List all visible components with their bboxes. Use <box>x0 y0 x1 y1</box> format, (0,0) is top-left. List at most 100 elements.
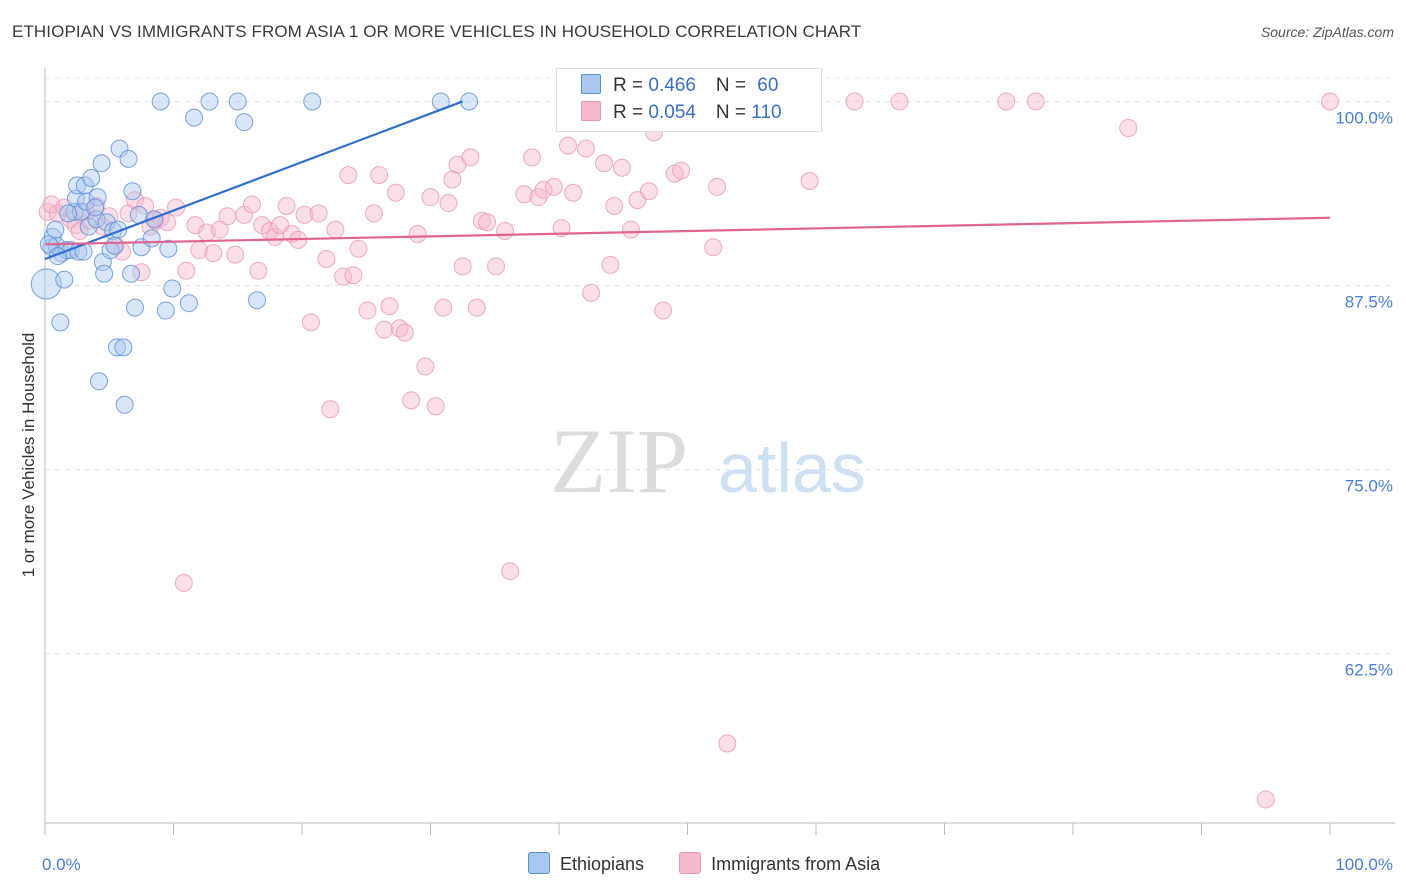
point-immigrants-from-asia <box>467 298 486 317</box>
point-immigrants-from-asia <box>426 397 445 416</box>
point-immigrants-from-asia <box>621 220 640 239</box>
correlation-legend: R = 0.466 N = 60 R = 0.054 N = 110 <box>556 68 822 132</box>
point-ethiopians <box>46 220 65 239</box>
point-immigrants-from-asia <box>321 400 340 419</box>
point-immigrants-from-asia <box>552 219 571 238</box>
point-immigrants-from-asia <box>845 92 864 111</box>
point-immigrants-from-asia <box>496 222 515 241</box>
point-immigrants-from-asia <box>1321 92 1339 111</box>
source-label: Source: ZipAtlas.com <box>1260 24 1394 40</box>
point-immigrants-from-asia <box>601 255 620 274</box>
y-axis-label: 1 or more Vehicles in Household <box>19 333 38 578</box>
point-immigrants-from-asia <box>439 194 458 213</box>
point-ethiopians <box>185 108 204 127</box>
point-immigrants-from-asia <box>434 298 453 317</box>
point-immigrants-from-asia <box>487 257 506 276</box>
point-immigrants-from-asia <box>534 180 553 199</box>
y-tick-label: 75.0% <box>1345 477 1393 496</box>
point-immigrants-from-asia <box>544 177 563 196</box>
legend-label-ethiopians: Ethiopians <box>560 854 645 874</box>
point-ethiopians <box>51 313 70 332</box>
point-ethiopians <box>65 202 84 221</box>
point-ethiopians <box>66 189 85 208</box>
point-immigrants-from-asia <box>564 183 583 202</box>
point-immigrants-from-asia <box>277 197 296 216</box>
point-immigrants-from-asia <box>402 391 421 410</box>
point-ethiopians <box>303 92 322 111</box>
point-ethiopians <box>145 210 164 229</box>
legend-label-immigrants: Immigrants from Asia <box>711 854 881 874</box>
point-immigrants-from-asia <box>1119 118 1138 137</box>
point-ethiopians <box>460 92 479 111</box>
trend-line-ethiopians <box>44 100 464 261</box>
point-immigrants-from-asia <box>136 197 155 216</box>
legend-swatch-immigrants <box>679 852 702 874</box>
y-tick-label: 100.0% <box>1335 108 1393 127</box>
point-ethiopians <box>82 169 101 188</box>
point-immigrants-from-asia <box>582 283 601 302</box>
point-immigrants-from-asia <box>375 320 394 339</box>
point-immigrants-from-asia <box>558 136 577 155</box>
legend-n-value: 110 <box>751 102 782 123</box>
point-immigrants-from-asia <box>242 195 261 214</box>
point-immigrants-from-asia <box>358 301 377 320</box>
point-ethiopians <box>97 213 116 232</box>
point-immigrants-from-asia <box>997 92 1016 111</box>
axes <box>44 68 1395 835</box>
grid-lines <box>45 77 1395 655</box>
series-ethiopians <box>30 92 479 414</box>
point-immigrants-from-asia <box>317 250 336 269</box>
point-ethiopians <box>79 217 98 236</box>
point-immigrants-from-asia <box>186 216 205 235</box>
point-ethiopians <box>156 301 175 320</box>
point-immigrants-from-asia <box>380 297 399 316</box>
watermark-atlas: atlas <box>718 429 866 507</box>
point-immigrants-from-asia <box>515 185 534 204</box>
point-immigrants-from-asia <box>605 197 624 216</box>
point-ethiopians <box>107 338 126 357</box>
point-immigrants-from-asia <box>421 188 440 207</box>
point-immigrants-from-asia <box>226 245 245 264</box>
point-ethiopians <box>151 92 170 111</box>
point-immigrants-from-asia <box>218 207 237 226</box>
point-immigrants-from-asia <box>639 182 658 201</box>
point-immigrants-from-asia <box>370 166 389 185</box>
point-ethiopians <box>114 338 133 357</box>
legend-item-ethiopians[interactable]: Ethiopians <box>528 852 644 875</box>
point-immigrants-from-asia <box>416 357 435 376</box>
point-immigrants-from-asia <box>1026 92 1045 111</box>
point-immigrants-from-asia <box>395 323 414 342</box>
point-immigrants-from-asia <box>210 220 229 239</box>
legend-n-label: N = <box>715 102 752 123</box>
legend-swatch-ethiopians <box>581 74 601 94</box>
point-ethiopians <box>228 92 247 111</box>
trend-line-immigrants-from-asia <box>44 216 1331 246</box>
point-immigrants-from-asia <box>204 244 223 263</box>
legend-n-label: N = <box>715 75 752 96</box>
point-ethiopians <box>235 113 254 132</box>
point-immigrants-from-asia <box>235 205 254 224</box>
y-tick-label: 87.5% <box>1345 293 1393 312</box>
point-ethiopians <box>122 264 141 283</box>
point-immigrants-from-asia <box>654 301 673 320</box>
point-immigrants-from-asia <box>576 139 595 158</box>
legend-swatch-immigrants <box>581 101 601 121</box>
point-ethiopians <box>92 154 111 173</box>
point-ethiopians <box>95 264 114 283</box>
legend-r-value: 0.054 <box>648 102 696 123</box>
point-immigrants-from-asia <box>594 154 613 173</box>
point-ethiopians <box>88 188 107 207</box>
point-ethiopians <box>119 149 138 168</box>
tick-labels: 62.5% 75.0% 87.5% 100.0% 0.0% 100.0% <box>42 108 1393 874</box>
point-ethiopians <box>86 198 105 217</box>
point-immigrants-from-asia <box>672 161 691 180</box>
legend-row-ethiopians: R = 0.466 N = 60 <box>581 74 778 100</box>
point-immigrants-from-asia <box>612 158 631 177</box>
legend-item-immigrants[interactable]: Immigrants from Asia <box>679 852 880 875</box>
y-tick-label: 62.5% <box>1345 661 1393 680</box>
point-immigrants-from-asia <box>295 205 314 224</box>
point-ethiopians <box>110 139 129 158</box>
point-immigrants-from-asia <box>461 148 480 167</box>
point-immigrants-from-asia <box>339 166 358 185</box>
point-ethiopians <box>125 298 144 317</box>
